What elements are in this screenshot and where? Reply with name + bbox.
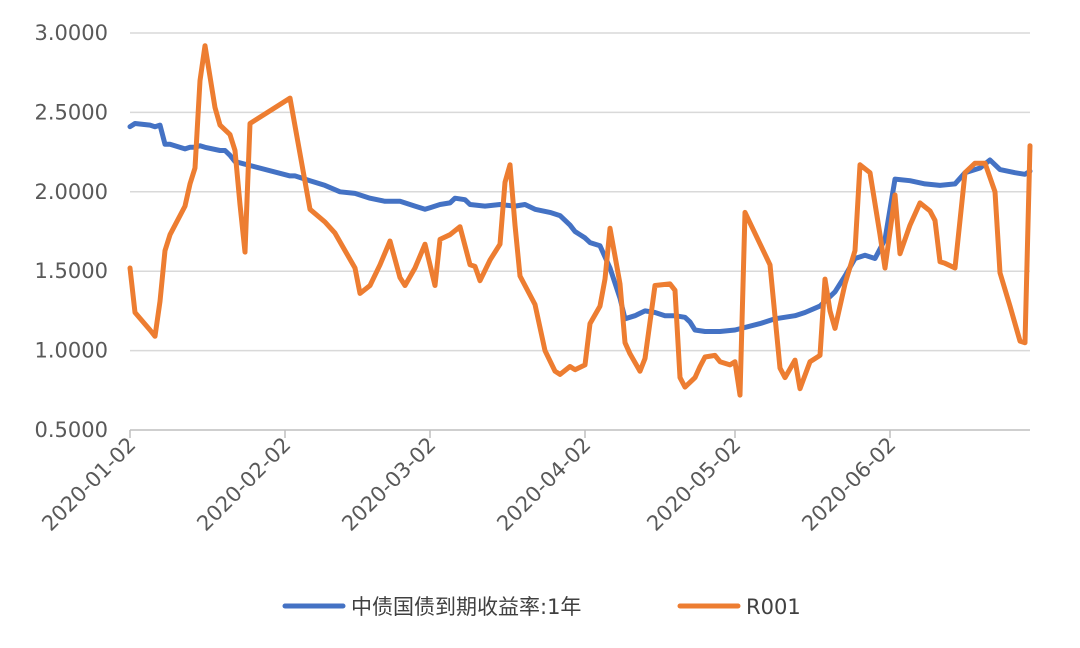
y-axis-ticks: 0.5000 1.0000 1.5000 2.0000 2.5000 3.0000 — [35, 21, 108, 442]
y-tick-label: 0.5000 — [35, 418, 108, 442]
x-tick-label: 2020-01-02 — [37, 433, 140, 536]
x-tick-label: 2020-03-02 — [337, 433, 440, 536]
y-tick-label: 1.5000 — [35, 259, 108, 283]
y-tick-label: 1.0000 — [35, 339, 108, 363]
x-axis: 2020-01-02 2020-02-02 2020-03-02 2020-04-02… — [37, 429, 1030, 536]
x-tick-label: 2020-04-02 — [492, 433, 595, 536]
gridlines — [130, 32, 1030, 352]
y-tick-label: 2.5000 — [35, 100, 108, 124]
x-tick-label: 2020-06-02 — [797, 433, 900, 536]
legend-label-1: 中债国债到期收益率:1年 — [351, 595, 581, 619]
legend-label-2: R001 — [746, 595, 801, 619]
x-tick-label: 2020-05-02 — [642, 433, 745, 536]
x-tick-label: 2020-02-02 — [192, 433, 295, 536]
legend: 中债国债到期收益率:1年 R001 — [282, 595, 801, 619]
series-line-2 — [127, 43, 1033, 398]
series-lines — [127, 43, 1033, 398]
y-tick-label: 3.0000 — [35, 21, 108, 45]
series-line-1 — [127, 121, 1033, 334]
y-tick-label: 2.0000 — [35, 180, 108, 204]
